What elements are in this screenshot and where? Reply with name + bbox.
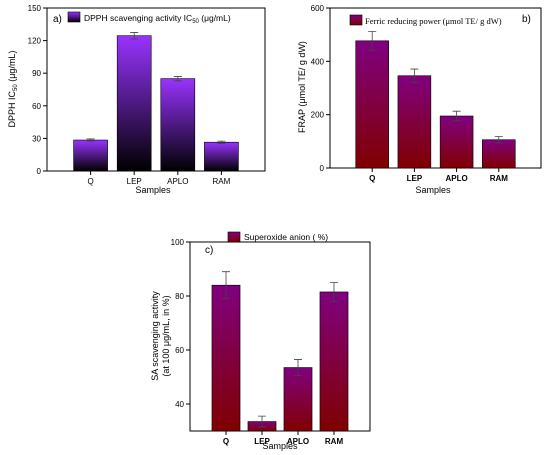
panel-b-errorbar-q (368, 31, 377, 51)
panel-a-legend-swatch (67, 11, 81, 23)
panel-c-legend-swatch (227, 231, 241, 243)
panel-a-xtick-label: RAM (213, 177, 231, 186)
panel-a-legend: DPPH scavenging activity IC50 (μg/mL) (84, 13, 231, 25)
panel-b-xtick-label: APLO (445, 174, 467, 183)
panel-a-ytick-label: 150 (28, 4, 42, 13)
panel-c-ytick-label: 40 (175, 400, 184, 409)
panel-b-xtick-label: Q (369, 174, 375, 183)
panel-a: a) DPPH scavenging activity IC50 (μg/mL)… (7, 4, 266, 195)
panel-b-ytick-label: 600 (311, 4, 325, 13)
panel-a-ytick-label: 30 (32, 134, 41, 143)
panel-b-bar-ram (482, 139, 516, 169)
panel-c-errorbar-ram (330, 282, 338, 302)
panel-b-errorbar-aplo (452, 110, 461, 122)
panel-b-errorbar-ram (494, 136, 503, 144)
panel-a-xlabel: Samples (135, 185, 171, 195)
panel-c-bar-aplo (283, 367, 313, 432)
panel-c-ylabel-line2: (at 100 μg/mL, in %) (161, 295, 171, 376)
panel-c-ytick-label: 80 (175, 292, 184, 301)
panel-c-bar-q (211, 284, 241, 432)
panel-a-bar-aplo (160, 78, 196, 172)
panel-b-legend-swatch (349, 14, 363, 26)
panel-a-frame (46, 7, 266, 172)
panel-a-ytick-label: 90 (32, 69, 41, 78)
panel-b-bar-lep (397, 75, 432, 169)
panel-a-errorbar-aplo (173, 76, 182, 82)
panel-b-ytick-label: 0 (320, 164, 325, 173)
panel-b-errorbar-lep (410, 68, 419, 83)
panel-b-ytick-label: 200 (311, 111, 325, 120)
panel-c-errorbar-q (222, 271, 230, 300)
panel-a-errorbar-ram (217, 140, 226, 144)
panel-b-legend: Ferric reducing power (μmol TE/ g dW) (365, 16, 502, 26)
panel-b-xlabel: Samples (415, 185, 451, 195)
panel-a-errorbar-lep (130, 32, 139, 40)
panel-c-xtick-label: Q (223, 437, 229, 446)
panel-c: c) Superoxide anion ( %) 40 60 80 100 Q LEP A… (150, 231, 371, 451)
panel-b-ylabel: FRAP (μmol TE/ g dW) (297, 41, 307, 133)
panel-c-xtick-label: APLO (287, 437, 309, 446)
panel-c-ytick-label: 60 (175, 346, 184, 355)
panel-c-xlabel: Samples (262, 441, 298, 451)
panel-b-frame (329, 7, 542, 169)
panel-c-frame (189, 241, 371, 432)
panel-c-bar-ram (319, 291, 349, 432)
panel-b-bar-q (355, 40, 389, 169)
panel-b-xtick-label: LEP (407, 174, 423, 183)
panel-b-ytick-label: 400 (311, 57, 325, 66)
panel-c-xtick-label: RAM (325, 437, 344, 446)
panel-a-bar-q (73, 139, 108, 172)
panel-c-ylabel-line1: SA scavenging activity (150, 291, 160, 381)
panel-c-errorbar-aplo (294, 359, 302, 377)
panel-c-legend: Superoxide anion ( %) (244, 232, 328, 242)
panel-a-xtick-label: Q (87, 177, 93, 186)
panel-a-xtick-label: APLO (167, 177, 188, 186)
panel-b-xtick-label: RAM (490, 174, 509, 183)
panel-a-bar-ram (204, 141, 239, 172)
panel-a-ytick-label: 0 (37, 167, 42, 176)
panel-a-errorbar-q (86, 138, 95, 142)
panel-b-label: b) (522, 14, 531, 25)
panel-a-bar-lep (116, 35, 152, 172)
panel-c-label: c) (205, 245, 213, 256)
panel-a-ylabel: DPPH IC50 (μg/mL) (7, 51, 19, 128)
panel-a-label: a) (53, 14, 62, 25)
panel-c-xtick-label: LEP (254, 437, 270, 446)
panel-c-ytick-label: 100 (171, 238, 185, 247)
panel-a-ytick-label: 60 (32, 102, 41, 111)
panel-a-xtick-label: LEP (127, 177, 142, 186)
panel-a-ytick-label: 120 (28, 37, 42, 46)
panel-b-bar-aplo (439, 115, 474, 169)
panel-b: b) Ferric reducing power (μmol TE/ g dW)… (297, 4, 542, 195)
panel-c-errorbar-lep (258, 415, 266, 428)
